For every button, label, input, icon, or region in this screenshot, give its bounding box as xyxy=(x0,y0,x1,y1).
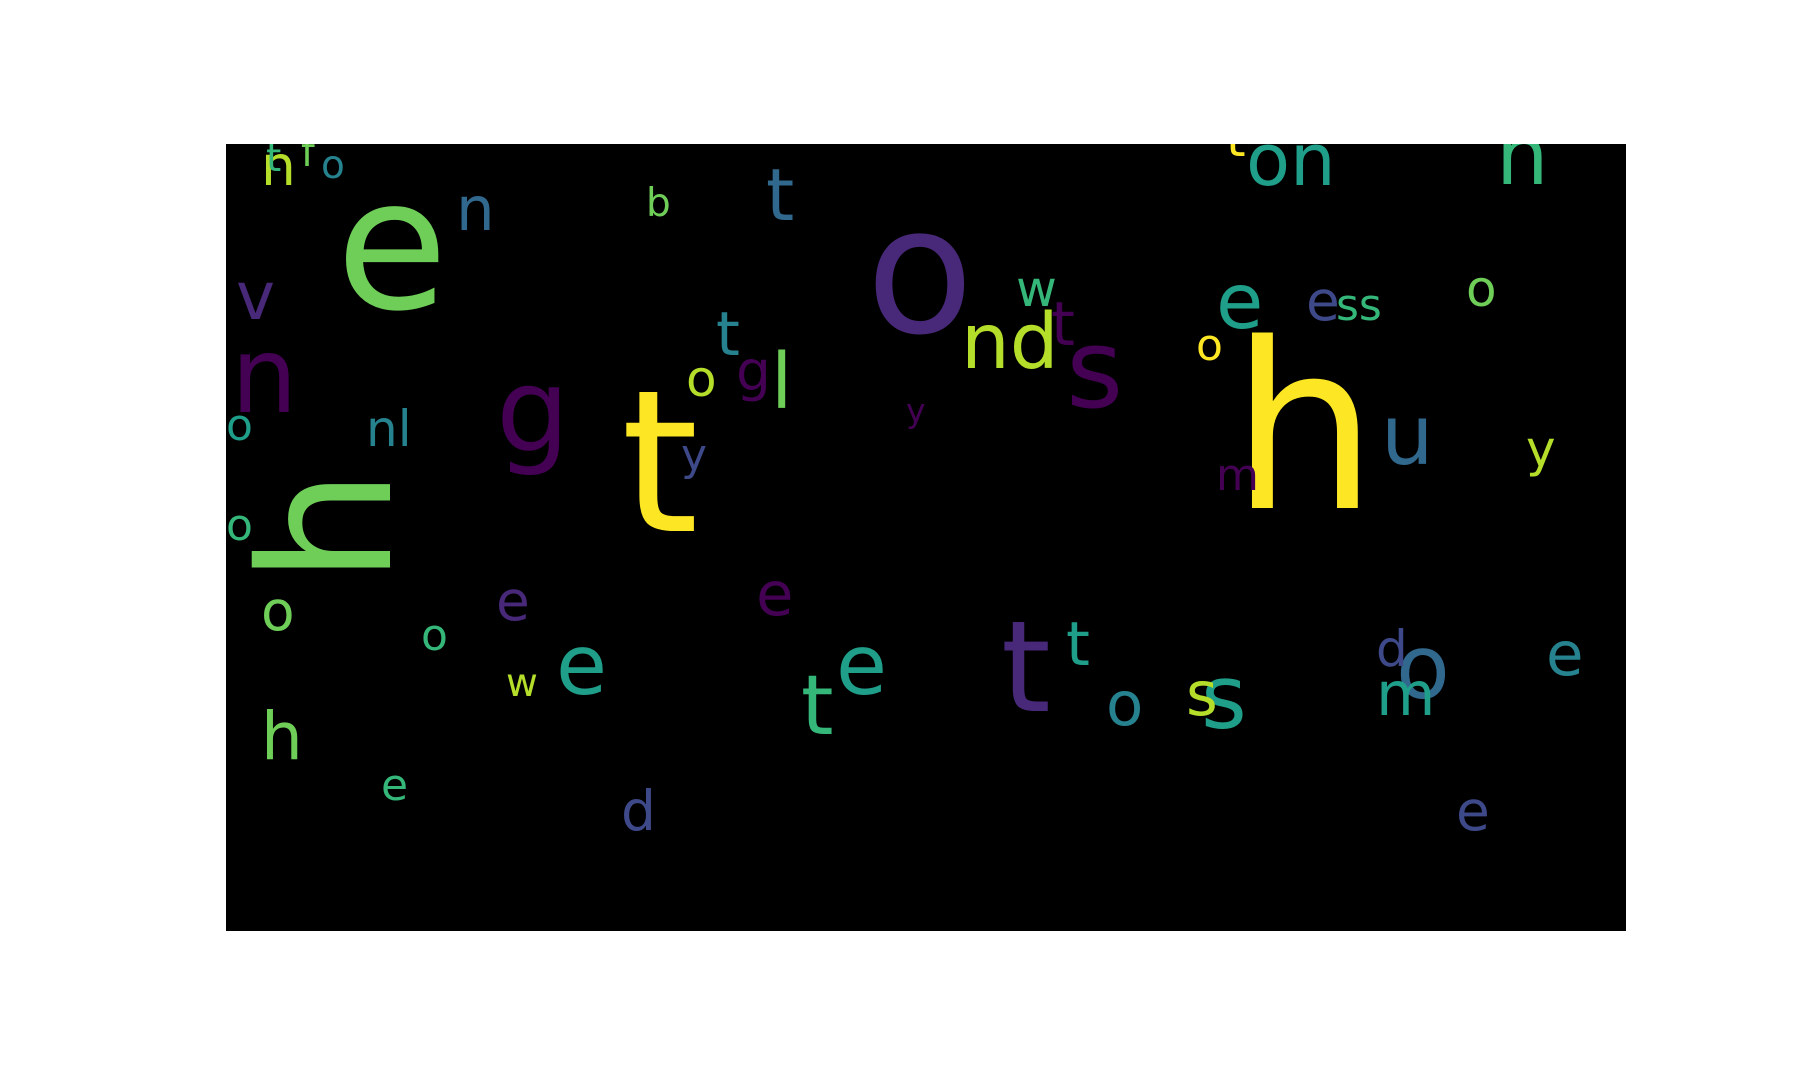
cloud-word: u xyxy=(1381,387,1434,484)
cloud-word: o xyxy=(226,500,253,551)
word-cloud: h e t o h t s g n e s o u e n on t n t nd e e l t e t o m n s d e e e g nl v… xyxy=(226,144,1626,931)
cloud-word: o xyxy=(1106,669,1144,740)
cloud-word: g xyxy=(496,344,570,479)
cloud-word: t xyxy=(1051,289,1075,360)
cloud-word: n xyxy=(456,174,495,245)
cloud-word: e xyxy=(381,760,409,811)
cloud-word: n xyxy=(1496,144,1549,204)
cloud-word: o xyxy=(866,169,974,374)
cloud-word: o xyxy=(226,400,253,451)
cloud-word: e xyxy=(336,144,448,351)
cloud-word: o xyxy=(686,350,717,408)
cloud-word: s xyxy=(1186,659,1218,730)
cloud-word: e xyxy=(1306,269,1340,333)
cloud-word: nd xyxy=(961,298,1059,387)
cloud-word: m xyxy=(1216,450,1259,501)
cloud-word: h xyxy=(261,698,303,775)
cloud-word: y xyxy=(681,430,708,481)
cloud-word: d xyxy=(621,779,656,843)
cloud-word: t xyxy=(1001,593,1051,741)
cloud-word: e xyxy=(496,569,530,633)
cloud-word: d xyxy=(1376,620,1408,678)
cloud-word: e xyxy=(1456,779,1490,843)
cloud-word: h xyxy=(226,468,433,584)
cloud-word: b xyxy=(646,181,671,226)
cloud-word: h xyxy=(1231,295,1378,563)
cloud-word: o xyxy=(421,610,448,661)
cloud-word: o xyxy=(1396,616,1450,719)
cloud-word: o xyxy=(321,144,345,188)
cloud-word: y xyxy=(906,391,926,430)
cloud-word: t xyxy=(766,153,795,237)
cloud-word: e xyxy=(1216,258,1264,347)
cloud-word: e xyxy=(1546,619,1584,690)
cloud-word: t xyxy=(1226,144,1246,164)
cloud-word: w xyxy=(506,661,538,706)
cloud-word: s xyxy=(1066,305,1124,433)
cloud-word: e xyxy=(836,617,888,714)
cloud-word: w xyxy=(1016,260,1057,318)
cloud-word: y xyxy=(1526,420,1556,478)
cloud-word: e xyxy=(556,617,608,714)
cloud-word: v xyxy=(236,258,276,335)
cloud-word: on xyxy=(1246,144,1336,202)
cloud-word: m xyxy=(1376,659,1436,730)
cloud-word: s xyxy=(1201,646,1247,749)
cloud-word: t xyxy=(621,347,699,578)
cloud-word: t xyxy=(1066,609,1090,680)
cloud-word: o xyxy=(1466,260,1497,318)
cloud-word: t xyxy=(801,657,834,754)
cloud-word: o xyxy=(1196,320,1223,371)
cloud-word: t xyxy=(266,144,282,181)
cloud-word: o xyxy=(261,579,295,643)
cloud-word: f xyxy=(301,144,315,176)
cloud-word: nl xyxy=(366,400,412,458)
cloud-word: n xyxy=(261,144,296,198)
cloud-word: g xyxy=(736,339,771,403)
cloud-word: ss xyxy=(1336,280,1382,331)
cloud-word: e xyxy=(756,559,794,630)
cloud-word: l xyxy=(771,338,793,427)
cloud-word: n xyxy=(231,315,298,437)
cloud-word: t xyxy=(716,299,740,370)
